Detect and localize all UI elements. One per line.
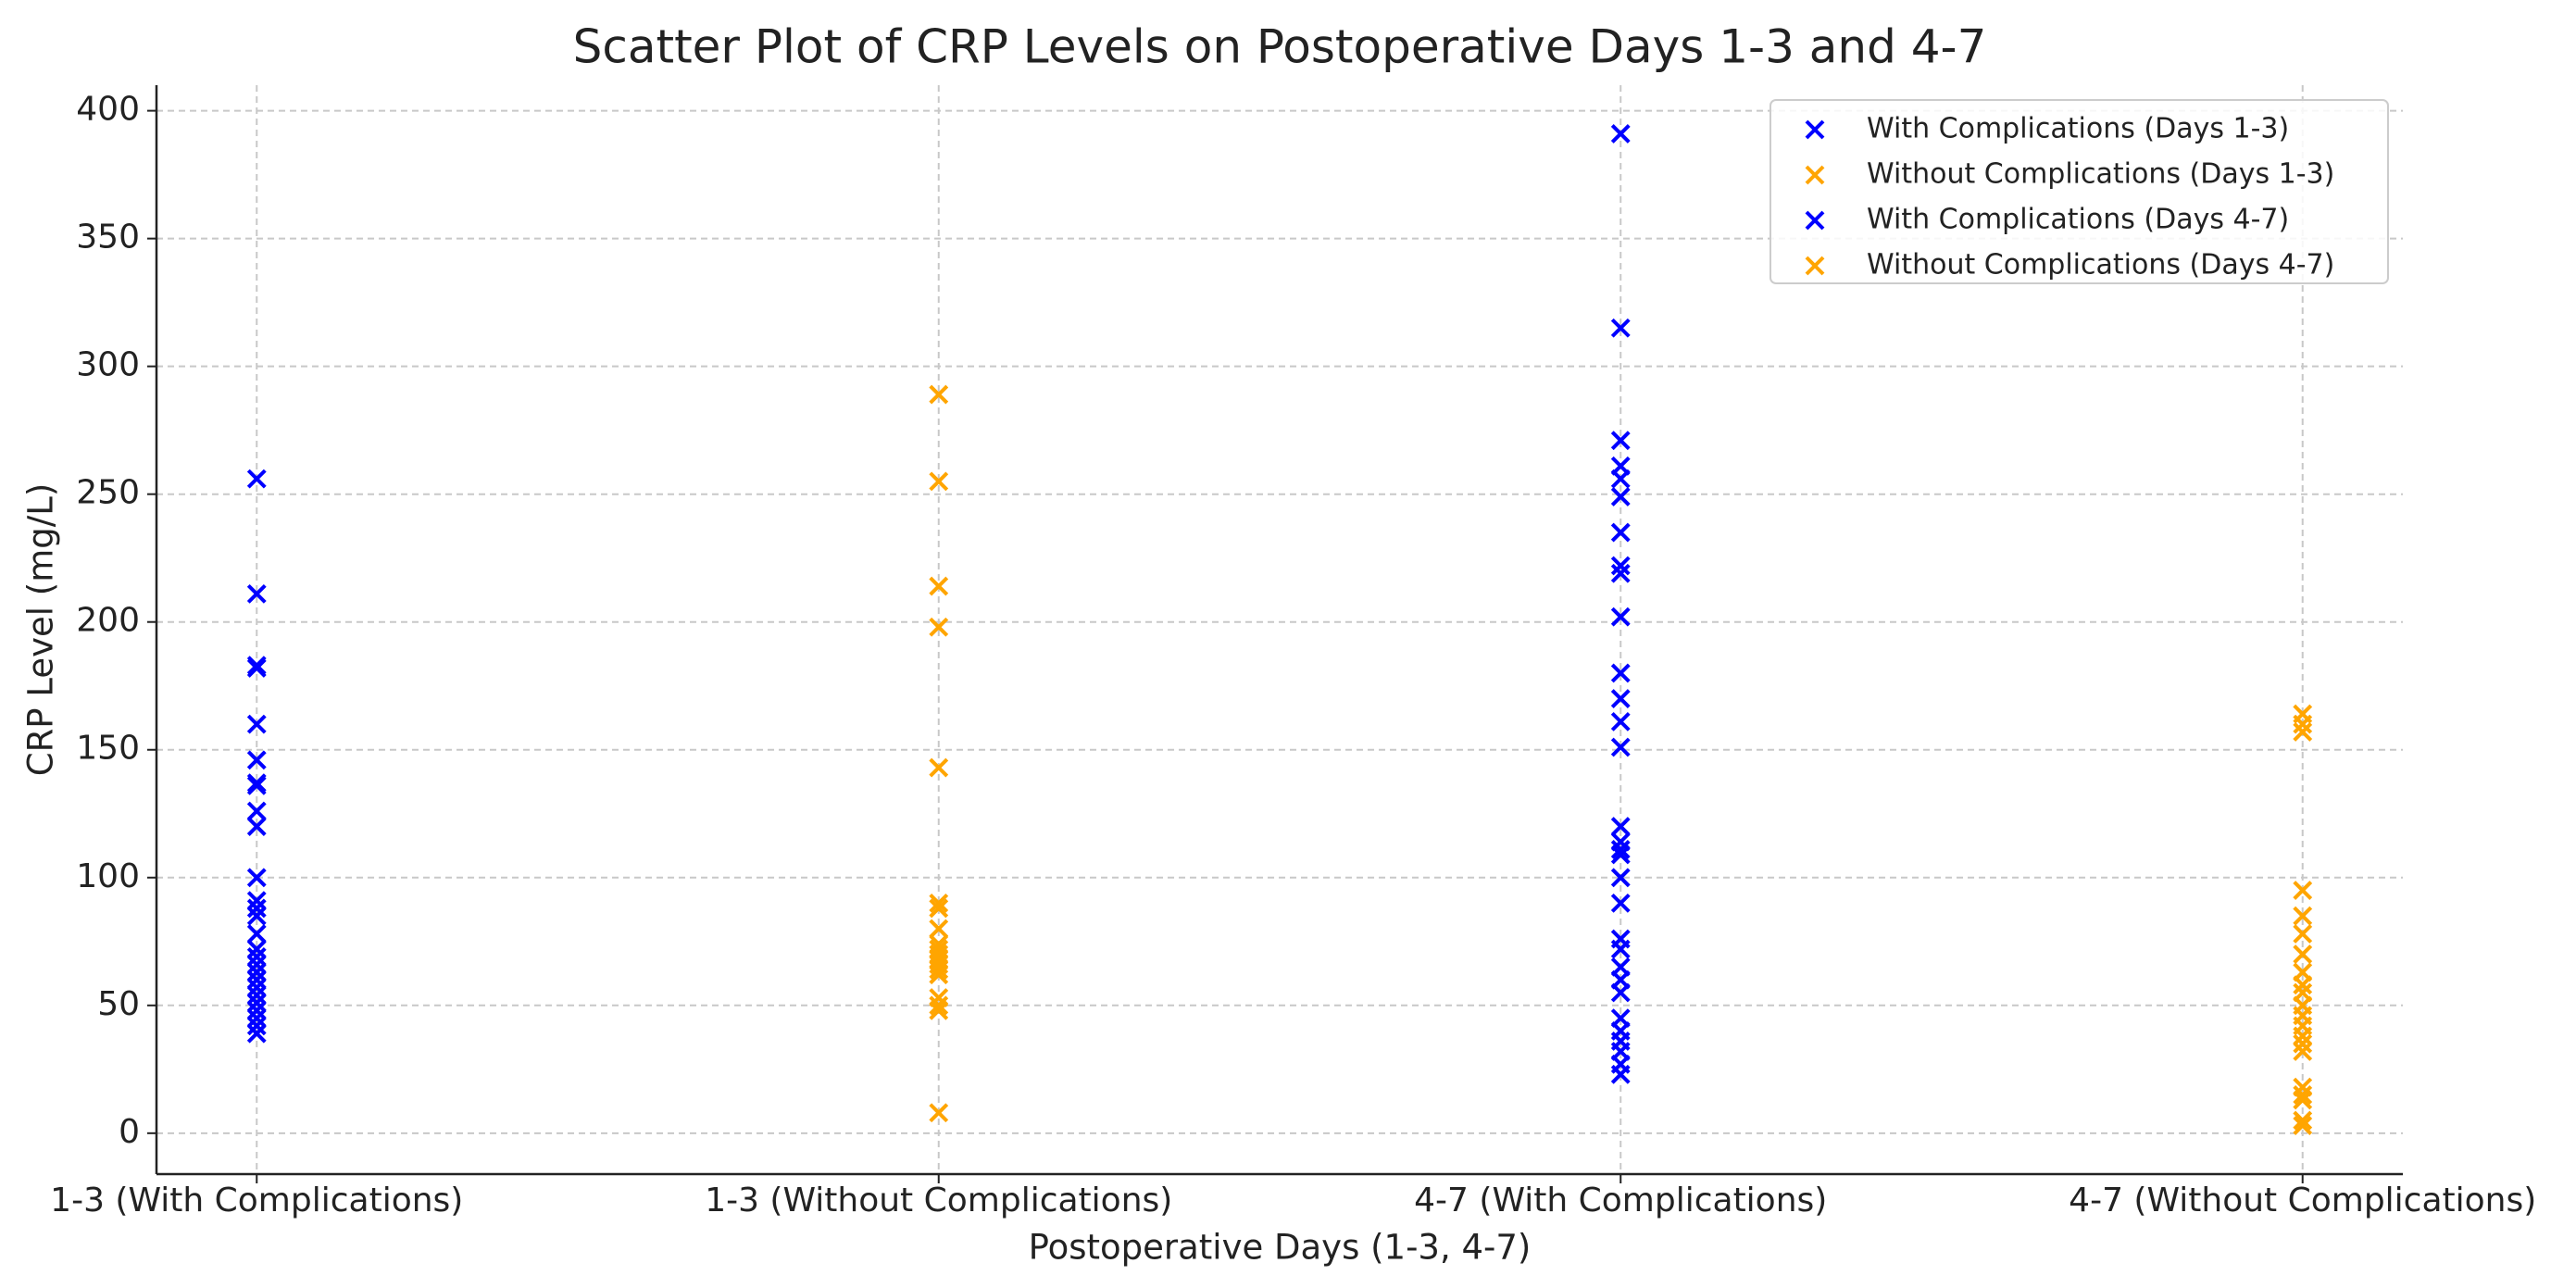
scatter-point	[929, 893, 949, 913]
x-tick-label: 4-7 (With Complications)	[1414, 1182, 1827, 1219]
scatter-point	[2293, 1026, 2313, 1046]
scatter-point	[929, 471, 949, 492]
legend-label: Without Complications (Days 1-3)	[1867, 158, 2334, 191]
scatter-point	[246, 946, 267, 967]
scatter-point	[1610, 893, 1631, 913]
y-tick-label: 200	[76, 602, 140, 640]
scatter-point	[246, 657, 267, 678]
scatter-point	[929, 617, 949, 637]
scatter-point	[246, 801, 267, 821]
y-tick-label: 250	[76, 474, 140, 512]
scatter-point	[2293, 881, 2313, 900]
scatter-point	[1610, 844, 1631, 865]
scatter-point	[2293, 722, 2313, 742]
scatter-point	[929, 995, 949, 1016]
scatter-point	[246, 898, 267, 919]
scatter-point	[2293, 1116, 2313, 1135]
scatter-point	[2293, 714, 2313, 734]
legend-marker	[1805, 165, 1825, 185]
scatter-point	[246, 978, 267, 997]
scatter-point	[246, 1023, 267, 1044]
legend-marker	[1805, 119, 1825, 140]
scatter-point	[246, 993, 267, 1013]
scatter-point	[246, 1008, 267, 1029]
scatter-point	[1610, 124, 1631, 144]
scatter-point	[2293, 924, 2313, 944]
scatter-point	[2293, 944, 2313, 965]
scatter-point	[246, 969, 267, 990]
scatter-point	[246, 906, 267, 926]
x-tick-label: 1-3 (With Complications)	[50, 1182, 463, 1219]
scatter-point	[1610, 487, 1631, 506]
scatter-point	[929, 959, 949, 980]
scatter-point	[246, 817, 267, 836]
scatter-point	[1610, 839, 1631, 859]
scatter-point	[246, 985, 267, 1006]
scatter-point	[929, 1103, 949, 1123]
scatter-point	[1610, 689, 1631, 708]
scatter-point	[1610, 318, 1631, 338]
y-tick-label: 100	[76, 857, 140, 895]
scatter-point	[246, 891, 267, 911]
scatter-point	[1610, 737, 1631, 757]
scatter-point	[1610, 431, 1631, 451]
scatter-point	[2293, 975, 2313, 995]
legend-label: With Complications (Days 1-3)	[1867, 113, 2289, 145]
scatter-point	[246, 583, 267, 604]
scatter-point	[929, 757, 949, 778]
scatter-point	[2293, 1033, 2313, 1054]
scatter-point	[929, 576, 949, 596]
scatter-point	[2293, 906, 2313, 926]
scatter-point	[246, 1000, 267, 1020]
x-tick-label: 4-7 (Without Complications)	[2069, 1182, 2536, 1219]
scatter-point	[246, 1016, 267, 1036]
scatter-point	[1610, 556, 1631, 576]
scatter-point	[929, 1000, 949, 1020]
scatter-point	[2293, 1110, 2313, 1131]
scatter-point	[246, 924, 267, 944]
scatter-point	[246, 955, 267, 975]
x-tick-label: 1-3 (Without Complications)	[705, 1182, 1172, 1219]
scatter-point	[246, 750, 267, 770]
scatter-point	[1610, 982, 1631, 1003]
legend-label: With Complications (Days 4-7)	[1867, 204, 2289, 236]
scatter-point	[246, 469, 267, 489]
scatter-point	[929, 898, 949, 919]
scatter-point	[246, 962, 267, 982]
chart-title: Scatter Plot of CRP Levels on Postoperat…	[573, 20, 1987, 74]
scatter-point	[1610, 711, 1631, 732]
scatter-point	[929, 965, 949, 985]
y-tick-label: 300	[76, 346, 140, 384]
scatter-point	[246, 775, 267, 795]
scatter-point	[1610, 606, 1631, 627]
legend-marker	[1805, 210, 1825, 231]
y-tick-label: 350	[76, 219, 140, 256]
y-tick-label: 50	[97, 985, 140, 1023]
scatter-point	[1610, 522, 1631, 543]
scatter-point	[246, 868, 267, 888]
y-tick-label: 400	[76, 91, 140, 129]
scatter-point	[2293, 1090, 2313, 1110]
scatter-point	[1610, 663, 1631, 683]
legend-box	[1769, 99, 2389, 284]
scatter-point	[929, 919, 949, 939]
x-axis-label: Postoperative Days (1-3, 4-7)	[1029, 1228, 1532, 1268]
y-axis-label: CRP Level (mg/L)	[21, 483, 61, 777]
scatter-point	[1610, 563, 1631, 583]
scatter-point	[2293, 1042, 2313, 1061]
scatter-point	[929, 384, 949, 405]
scatter-point	[1610, 868, 1631, 888]
scatter-point	[1610, 1064, 1631, 1084]
scatter-point	[246, 714, 267, 734]
legend-label: Without Complications (Days 4-7)	[1867, 249, 2334, 281]
scatter-point	[1610, 939, 1631, 959]
scatter-point	[1610, 817, 1631, 836]
y-tick-label: 150	[76, 730, 140, 768]
legend-marker	[1805, 256, 1825, 276]
scatter-point	[246, 939, 267, 959]
y-tick-label: 0	[119, 1113, 140, 1151]
scatter-point	[1610, 469, 1631, 489]
scatter-point	[2293, 1085, 2313, 1105]
